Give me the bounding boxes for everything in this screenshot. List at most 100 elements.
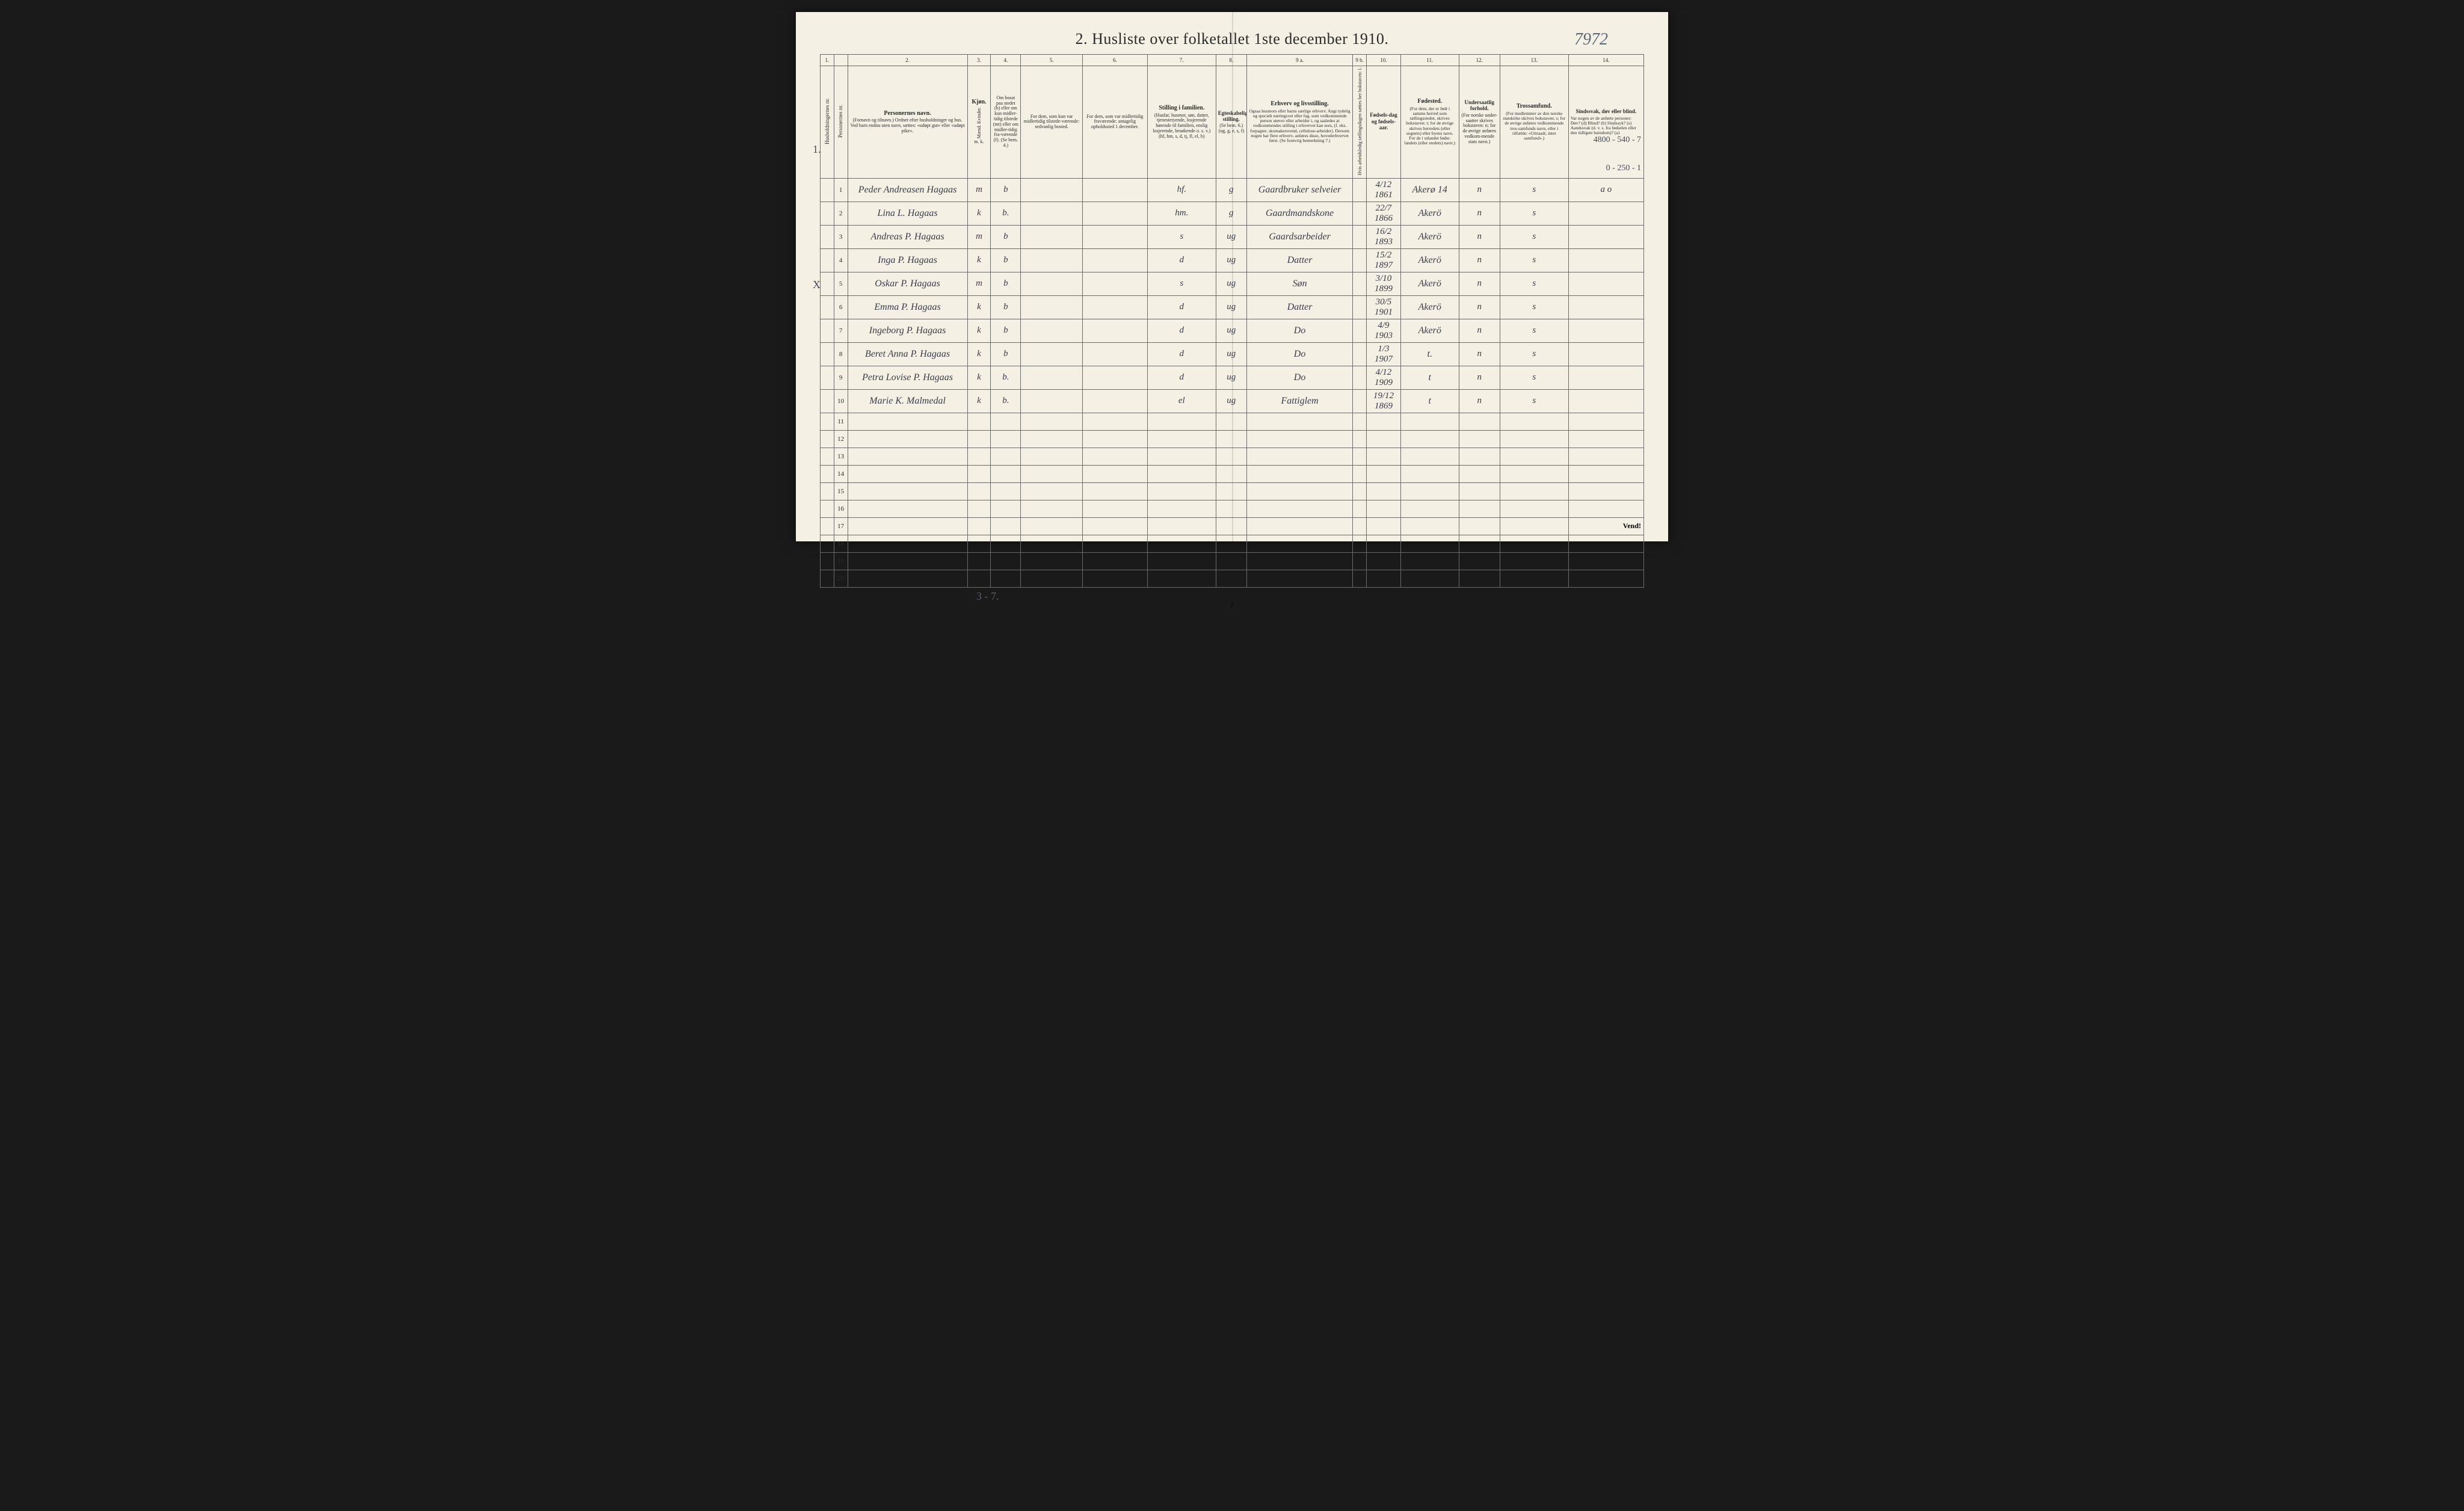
cell <box>1367 482 1401 500</box>
cell-temp-absent <box>1082 366 1147 389</box>
hdr-household-nr: Husholdningernes nr. <box>821 66 834 179</box>
cell <box>1021 482 1082 500</box>
cell <box>1568 570 1643 587</box>
cell-residence: b <box>991 248 1021 272</box>
cell <box>967 413 991 430</box>
cell <box>848 517 967 535</box>
cell <box>991 430 1021 448</box>
cell-residence: b. <box>991 366 1021 389</box>
cell <box>1367 413 1401 430</box>
bottom-handwritten-note: 3 - 7. <box>976 590 1644 603</box>
cell-nationality: n <box>1459 389 1500 413</box>
cell <box>1246 552 1352 570</box>
cell <box>1021 535 1082 552</box>
page-number: 2 <box>820 602 1644 609</box>
cell-household <box>821 295 834 319</box>
cell-household <box>821 342 834 366</box>
cell <box>1246 500 1352 517</box>
cell-marital: ug <box>1216 295 1246 319</box>
cell <box>1021 448 1082 465</box>
cell-temp-absent <box>1082 202 1147 225</box>
cell-household <box>821 225 834 248</box>
cell-unemployed <box>1353 272 1367 295</box>
census-page: 2. Husliste over folketallet 1ste decemb… <box>796 12 1668 541</box>
table-row: 15 <box>821 482 1644 500</box>
cell-birthplace: Akerö <box>1400 248 1459 272</box>
cell-birthdate: 15/2 1897 <box>1367 248 1401 272</box>
cell-family-pos: hf. <box>1147 178 1216 202</box>
cell-disability <box>1568 225 1643 248</box>
margin-note-2: 0 - 250 - 1 <box>1606 164 1641 173</box>
column-number: 14. <box>1568 55 1643 66</box>
table-row: 4Inga P. HagaaskbdugDatter15/2 1897Akerö… <box>821 248 1644 272</box>
cell-marital: ug <box>1216 319 1246 342</box>
cell <box>1216 500 1246 517</box>
table-row: 20 <box>821 570 1644 587</box>
cell <box>1246 535 1352 552</box>
cell-residence: b <box>991 342 1021 366</box>
cell <box>1246 517 1352 535</box>
cell-temp-absent <box>1082 319 1147 342</box>
cell <box>1500 517 1568 535</box>
cell <box>1353 413 1367 430</box>
hdr-family-position: Stilling i familien. (Husfar, husmor, sø… <box>1147 66 1216 179</box>
cell <box>1400 535 1459 552</box>
cell-name: Beret Anna P. Hagaas <box>848 342 967 366</box>
cell <box>991 570 1021 587</box>
cell <box>991 413 1021 430</box>
cell <box>821 482 834 500</box>
cell-occupation: Datter <box>1246 295 1352 319</box>
cell <box>821 500 834 517</box>
cell <box>1367 448 1401 465</box>
cell-residence: b. <box>991 202 1021 225</box>
cell <box>821 535 834 552</box>
cell-household <box>821 202 834 225</box>
column-number: 3. <box>967 55 991 66</box>
row1-leading-mark: 1. <box>813 143 821 156</box>
cell <box>821 517 834 535</box>
cell <box>848 482 967 500</box>
cell-birthplace: t <box>1400 389 1459 413</box>
table-row: 8Beret Anna P. HagaaskbdugDo1/3 1907t.ns <box>821 342 1644 366</box>
cell <box>991 448 1021 465</box>
cell-person-nr: 7 <box>834 319 848 342</box>
cell <box>1459 552 1500 570</box>
column-number-row: 1.2.3.4.5.6.7.8.9 a.9 b.10.11.12.13.14. <box>821 55 1644 66</box>
cell-family-pos: el <box>1147 389 1216 413</box>
cell <box>1353 500 1367 517</box>
cell-temp-present <box>1021 272 1082 295</box>
cell-marital: ug <box>1216 389 1246 413</box>
cell <box>821 413 834 430</box>
cell-unemployed <box>1353 342 1367 366</box>
cell-sex: k <box>967 319 991 342</box>
cell <box>1082 465 1147 482</box>
hdr-sex: Kjøn. Mænd. Kvinder. m. k. <box>967 66 991 179</box>
table-row: 11 <box>821 413 1644 430</box>
column-number: 2. <box>848 55 967 66</box>
cell-sex: k <box>967 295 991 319</box>
cell-family-pos: hm. <box>1147 202 1216 225</box>
cell <box>1367 517 1401 535</box>
margin-note-1: 4800 - 540 - 7 <box>1594 135 1641 145</box>
hdr-nationality: Undersaatlig forhold. (For norske under-… <box>1459 66 1500 179</box>
cell <box>1147 517 1216 535</box>
title-row: 2. Husliste over folketallet 1ste decemb… <box>820 30 1644 48</box>
cell-occupation: Do <box>1246 319 1352 342</box>
cell-family-pos: s <box>1147 225 1216 248</box>
cell-person-nr: 15 <box>834 482 848 500</box>
cell-unemployed <box>1353 366 1367 389</box>
cell-temp-absent <box>1082 178 1147 202</box>
hdr-marital: Egteskabelig stilling. (Se bem. 6.) (ug,… <box>1216 66 1246 179</box>
cell <box>1459 500 1500 517</box>
cell-name: Ingeborg P. Hagaas <box>848 319 967 342</box>
cell <box>1400 413 1459 430</box>
cell-disability: a o <box>1568 178 1643 202</box>
cell-religion: s <box>1500 225 1568 248</box>
table-row: 6Emma P. HagaaskbdugDatter30/5 1901Akerö… <box>821 295 1644 319</box>
hdr-religion: Trossamfund. (For medlemmer av den norsk… <box>1500 66 1568 179</box>
cell <box>1353 465 1367 482</box>
cell <box>1459 448 1500 465</box>
cell-occupation: Datter <box>1246 248 1352 272</box>
cell <box>1500 413 1568 430</box>
cell-birthdate: 4/12 1861 <box>1367 178 1401 202</box>
